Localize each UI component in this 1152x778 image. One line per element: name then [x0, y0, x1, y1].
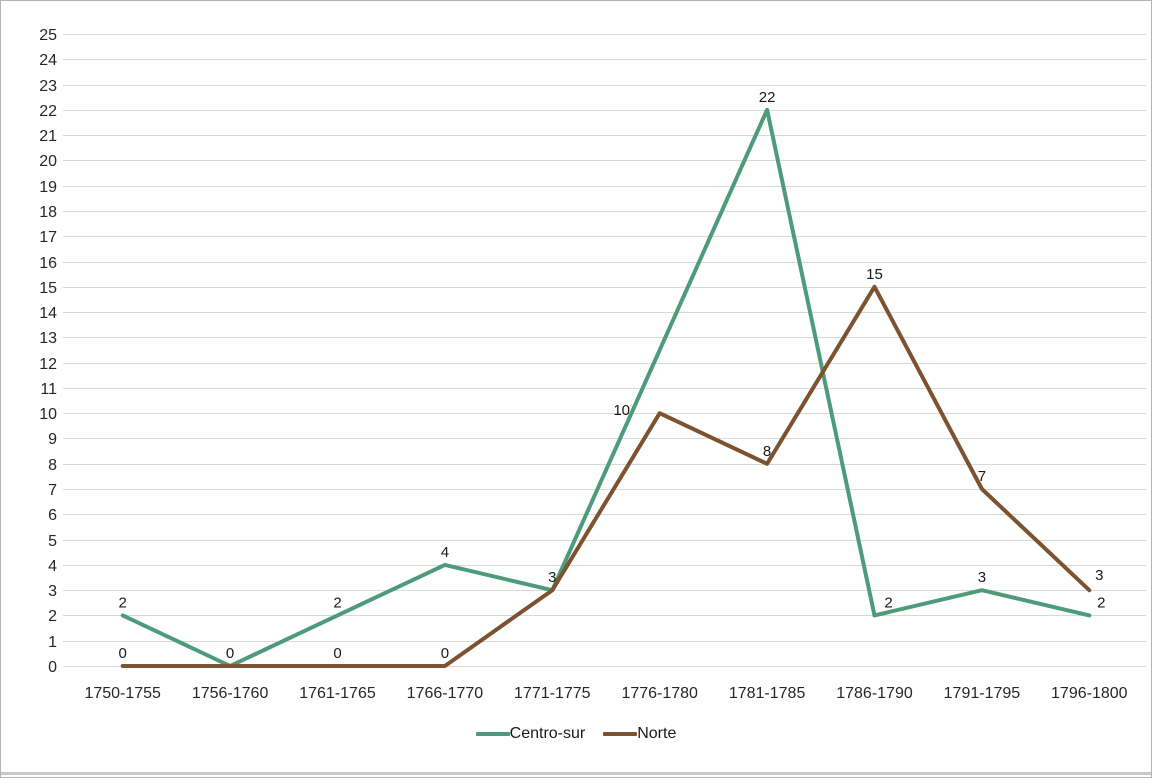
y-axis-tick-label: 11: [40, 381, 57, 398]
legend-label-centro-sur: Centro-sur: [509, 725, 586, 742]
legend-item-centro-sur: Centro-sur: [475, 725, 586, 743]
legend-label-norte: Norte: [637, 725, 677, 742]
legend-item-norte: Norte: [603, 725, 676, 743]
y-axis-tick-label: 5: [48, 533, 57, 550]
x-axis-tick-label: 1796-1800: [1051, 685, 1128, 702]
legend-swatch-norte: [603, 732, 638, 736]
x-axis-tick-label: 1756-1760: [192, 685, 269, 702]
data-label: 7: [978, 468, 986, 485]
y-axis-tick-label: 16: [39, 255, 57, 272]
data-label: 2: [1097, 594, 1105, 611]
data-label: 0: [333, 645, 341, 662]
series-line-norte: [120, 284, 1092, 668]
data-label: 10: [613, 402, 630, 419]
y-axis-tick-label: 19: [39, 179, 57, 196]
legend-swatch-centro-sur: [475, 732, 510, 736]
y-axis-tick-label: 15: [39, 280, 57, 297]
y-axis-tick-label: 17: [39, 229, 57, 246]
data-label: 0: [119, 645, 127, 662]
y-axis-tick-label: 22: [39, 103, 57, 120]
x-axis-tick-label: 1766-1770: [407, 685, 484, 702]
y-axis-tick-label: 9: [48, 431, 57, 448]
y-axis-tick-label: 14: [39, 305, 57, 322]
data-label: 15: [866, 266, 883, 283]
y-axis-tick-label: 4: [48, 558, 57, 575]
data-label: 22: [759, 89, 776, 106]
data-label: 2: [119, 594, 127, 611]
y-axis-tick-label: 0: [48, 659, 57, 676]
x-axis-tick-label: 1771-1775: [514, 685, 591, 702]
data-label: 2: [333, 594, 341, 611]
y-axis-tick-label: 1: [48, 634, 57, 651]
data-label: 0: [226, 645, 234, 662]
bottom-edge-divider: [1, 772, 1151, 775]
y-axis-tick-label: 12: [39, 356, 57, 373]
y-axis-tick-label: 25: [39, 27, 57, 44]
y-axis-tick-label: 2: [48, 608, 57, 625]
series-line-centro-sur: [120, 107, 1092, 668]
x-axis-tick-label: 1750-1755: [84, 685, 161, 702]
x-axis-tick-label: 1781-1785: [729, 685, 806, 702]
data-label: 2: [884, 594, 892, 611]
y-axis-tick-label: 18: [39, 204, 57, 221]
y-axis-tick-label: 8: [48, 457, 57, 474]
y-axis-tick-label: 6: [48, 507, 57, 524]
y-axis-tick-label: 21: [39, 128, 57, 145]
y-axis-tick-label: 10: [39, 406, 57, 423]
x-axis-tick-label: 1786-1790: [836, 685, 913, 702]
x-axis-tick-label: 1791-1795: [944, 685, 1021, 702]
y-axis-tick-label: 24: [39, 52, 57, 69]
data-label: 3: [978, 569, 986, 586]
chart-legend: Centro-sur Norte: [1, 713, 1151, 743]
data-label: 3: [1095, 567, 1103, 584]
plot-area: 0 1 2 3 4 5 6 7 8 9 10 11 12 13 14 15 16 17 18 19 20 21 22 23 24…: [1, 1, 1151, 713]
y-axis-tick-label: 13: [39, 330, 57, 347]
y-axis-tick-label: 3: [48, 583, 57, 600]
x-axis-tick-label: 1776-1780: [621, 685, 698, 702]
chart-svg: 0123456789101112131415161718192021222324…: [39, 27, 1146, 702]
y-axis-tick-label: 23: [39, 78, 57, 95]
x-axis-tick-label: 1761-1765: [299, 685, 376, 702]
data-label: 0: [441, 645, 449, 662]
y-axis-tick-label: 20: [39, 153, 57, 170]
data-label: 4: [441, 544, 449, 561]
data-label: 8: [763, 443, 771, 460]
y-axis-tick-label: 7: [48, 482, 57, 499]
data-label: 3: [548, 569, 556, 586]
